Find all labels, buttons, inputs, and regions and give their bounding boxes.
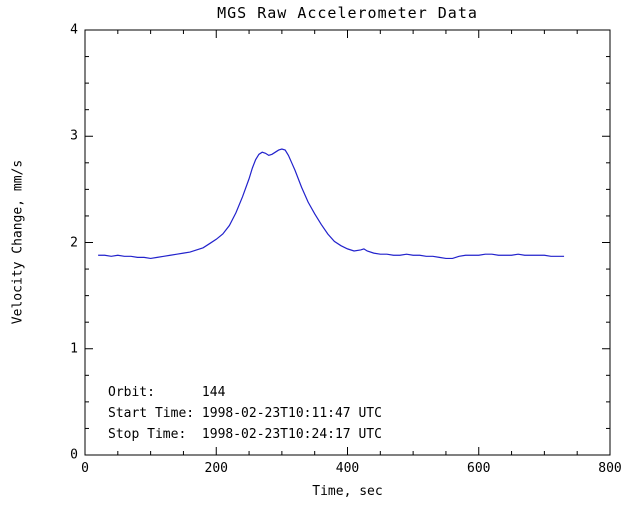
- x-tick-label: 200: [204, 461, 228, 476]
- annotation-orbit: Orbit: 144: [108, 385, 226, 400]
- annotation-stop-time: Stop Time: 1998-02-23T10:24:17 UTC: [108, 427, 382, 442]
- y-tick-label: 2: [70, 235, 78, 250]
- y-tick-label: 0: [70, 447, 78, 463]
- annotation-start-time: Start Time: 1998-02-23T10:11:47 UTC: [108, 406, 382, 421]
- x-axis-label: Time, sec: [312, 484, 383, 499]
- y-tick-label: 3: [70, 128, 78, 144]
- y-tick-label: 4: [70, 22, 78, 38]
- y-axis-label: Velocity Change, mm/s: [10, 159, 26, 325]
- chart-title: MGS Raw Accelerometer Data: [217, 4, 478, 22]
- x-tick-label: 800: [598, 461, 622, 476]
- x-tick-label: 400: [335, 461, 360, 476]
- y-tick-label: 1: [70, 341, 78, 357]
- x-tick-label: 0: [81, 461, 89, 476]
- data-line: [98, 148, 565, 260]
- x-tick-label: 600: [467, 461, 491, 476]
